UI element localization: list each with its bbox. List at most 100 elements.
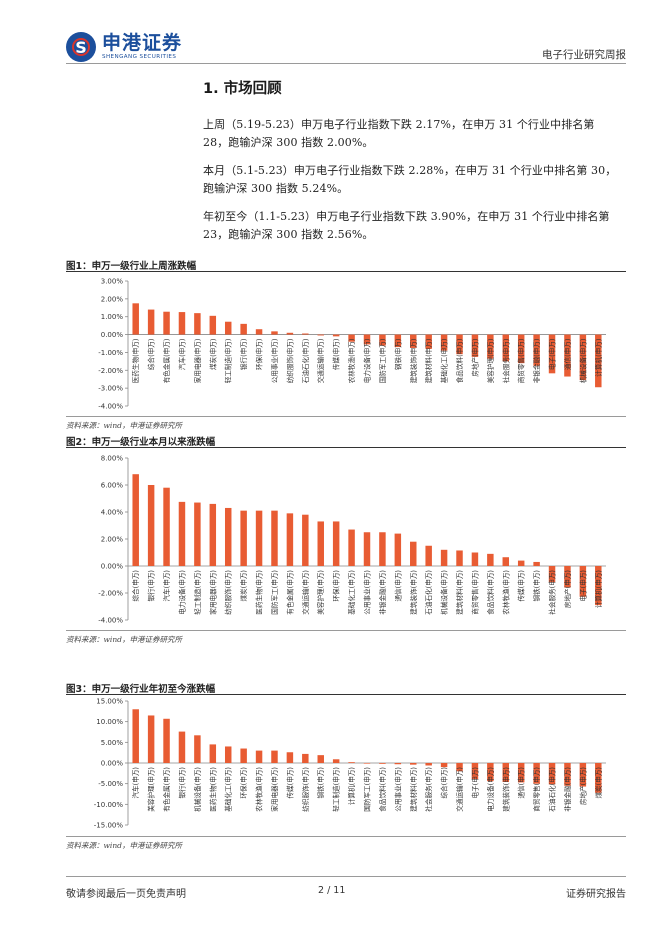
category-label-9: 医药生物(申万)	[255, 570, 264, 615]
bar-7	[224, 321, 232, 335]
bar-14	[332, 759, 340, 763]
category-label-17: 国防军工(申万)	[378, 339, 387, 384]
bar-31	[595, 763, 602, 793]
category-label-8: 银行(申万)	[239, 339, 248, 371]
bar-2	[147, 485, 155, 566]
footer-disclaimer[interactable]: 敬请参阅最后一页免责声明	[66, 889, 186, 900]
category-label-6: 医药生物(申万)	[208, 767, 217, 812]
category-label-20: 石油石化(申万)	[424, 570, 433, 615]
bar-29	[564, 566, 571, 588]
bar-19	[410, 334, 417, 348]
bar-10	[271, 510, 278, 566]
bar-12	[302, 333, 309, 335]
bar-2	[147, 309, 155, 335]
bar-9	[255, 510, 263, 566]
category-label-3: 汽车(申万)	[162, 570, 171, 602]
y-tick-label: -2.00%	[98, 590, 123, 598]
bar-27	[533, 334, 540, 366]
figure-2-title: 图2：申万一级行业本月以来涨跌幅	[66, 437, 216, 448]
category-label-28: 电子(申万)	[548, 339, 557, 371]
y-tick-label: 3.00%	[101, 278, 124, 286]
figure-3-top-rule	[66, 694, 626, 695]
bar-8	[240, 323, 247, 335]
category-label-30: 机械设备(申万)	[578, 339, 587, 384]
bar-22	[456, 550, 463, 566]
bar-31	[595, 566, 602, 606]
bar-29	[564, 334, 571, 377]
bar-10	[271, 331, 278, 335]
category-label-10: 公用事业(申万)	[270, 339, 279, 384]
bar-17	[379, 763, 386, 764]
figure-3-bottom-rule	[66, 836, 626, 837]
y-tick-label: 4.00%	[101, 509, 124, 517]
bar-4	[178, 501, 186, 566]
category-label-10: 家用电器(申万)	[270, 767, 279, 812]
bar-3	[163, 718, 170, 763]
category-label-17: 食品饮料(申万)	[378, 767, 387, 812]
y-tick-label: -4.00%	[98, 403, 123, 411]
category-label-27: 钢铁(申万)	[532, 570, 541, 602]
bar-25	[502, 763, 510, 783]
category-label-15: 基础化工(申万)	[347, 570, 356, 615]
figure-1-source: 资料来源：wind，申港证券研究所	[66, 421, 182, 430]
category-label-1: 综合(申万)	[131, 570, 140, 602]
category-label-26: 通信(申万)	[517, 767, 526, 799]
bar-28	[548, 763, 556, 785]
bar-12	[302, 753, 309, 763]
bar-8	[240, 748, 247, 763]
category-label-16: 电力设备(申万)	[363, 339, 372, 384]
bar-24	[487, 763, 494, 782]
bar-10	[271, 750, 278, 763]
category-label-28: 石油石化(申万)	[548, 767, 557, 812]
bar-7	[224, 746, 232, 763]
category-label-7: 纺织服饰(申万)	[224, 570, 233, 615]
bar-9	[255, 750, 263, 763]
bar-20	[425, 545, 432, 566]
category-label-11: 纺织服饰(申万)	[285, 339, 294, 384]
y-tick-label: 10.00%	[96, 718, 123, 726]
category-label-15: 计算机(申万)	[347, 767, 356, 805]
category-label-11: 有色金属(申万)	[285, 570, 294, 615]
bar-14	[332, 334, 340, 337]
y-tick-label: 8.00%	[101, 455, 124, 463]
category-label-19: 建筑材料(申万)	[409, 767, 418, 812]
category-label-21: 基础化工(申万)	[440, 339, 449, 384]
y-tick-label: 0.00%	[101, 760, 124, 768]
category-label-11: 传媒(申万)	[285, 767, 294, 799]
category-label-16: 公用事业(申万)	[363, 570, 372, 615]
category-label-3: 有色金属(申万)	[162, 339, 171, 384]
company-logo: S 申港证券 SHENGANG SECURITIES	[66, 32, 182, 62]
category-label-2: 综合(申万)	[147, 339, 156, 371]
figure-2-source: 资料来源：wind，申港证券研究所	[66, 635, 182, 644]
category-label-1: 医药生物(申万)	[131, 339, 140, 384]
bar-20	[425, 763, 432, 766]
figure-3-source: 资料来源：wind，申港证券研究所	[66, 841, 182, 850]
bar-9	[255, 329, 263, 335]
category-label-7: 基础化工(申万)	[224, 767, 233, 812]
y-tick-label: 5.00%	[101, 739, 124, 747]
figure-3-chart: 15.00% 10.00% 5.00% 0.00% -5.00% -10.00% -15.0…	[94, 698, 606, 830]
category-label-14: 传媒(申万)	[332, 339, 341, 371]
y-tick-label: -4.00%	[98, 617, 123, 625]
category-label-24: 食品饮料(申万)	[486, 570, 495, 615]
y-tick-label: 0.00%	[101, 331, 124, 339]
bar-11	[286, 513, 294, 566]
bar-24	[487, 334, 494, 359]
category-label-19: 建筑装饰(申万)	[409, 339, 418, 384]
category-label-1: 汽车(申万)	[131, 767, 140, 799]
category-label-31: 计算机(申万)	[594, 339, 603, 377]
bar-6	[209, 315, 217, 335]
bar-18	[394, 533, 402, 566]
category-label-18: 钢铁(申万)	[393, 339, 402, 371]
bar-15	[348, 762, 355, 763]
bar-23	[471, 334, 479, 357]
category-label-5: 家用电器(申万)	[193, 339, 202, 384]
y-tick-label: 15.00%	[96, 698, 123, 706]
category-label-22: 建筑材料(申万)	[455, 570, 464, 615]
category-label-4: 汽车(申万)	[177, 339, 186, 371]
figure-3-title: 图3：申万一级行业年初至今涨跌幅	[66, 684, 216, 695]
bar-6	[209, 503, 217, 566]
figure-2-chart: 8.00% 6.00% 4.00% 2.00% 0.00% -2.00% -4.00% 综合(…	[98, 455, 606, 625]
category-label-13: 钢铁(申万)	[316, 767, 325, 799]
figure-2-top-rule	[66, 447, 626, 448]
